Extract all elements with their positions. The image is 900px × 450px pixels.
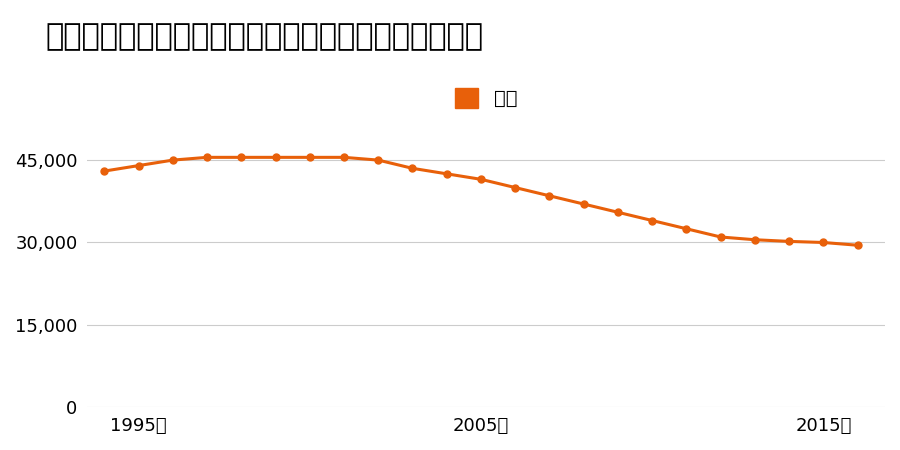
価格: [373, 158, 383, 163]
Legend: 価格: 価格: [447, 80, 525, 116]
価格: [784, 238, 795, 244]
価格: [716, 234, 726, 240]
価格: [750, 237, 760, 243]
価格: [441, 171, 452, 176]
価格: [681, 226, 692, 231]
価格: [167, 158, 178, 163]
価格: [304, 155, 315, 160]
価格: [236, 155, 247, 160]
価格: [544, 193, 555, 198]
価格: [509, 185, 520, 190]
Text: 佐賀県小城郡小城町字東小路１５９番１１の地価推移: 佐賀県小城郡小城町字東小路１５９番１１の地価推移: [45, 22, 483, 51]
Line: 価格: 価格: [101, 154, 861, 249]
価格: [818, 240, 829, 245]
価格: [270, 155, 281, 160]
価格: [475, 176, 486, 182]
価格: [852, 243, 863, 248]
価格: [338, 155, 349, 160]
価格: [202, 155, 212, 160]
価格: [133, 163, 144, 168]
価格: [99, 168, 110, 174]
価格: [647, 218, 658, 223]
価格: [579, 201, 590, 207]
価格: [613, 210, 624, 215]
価格: [407, 166, 418, 171]
